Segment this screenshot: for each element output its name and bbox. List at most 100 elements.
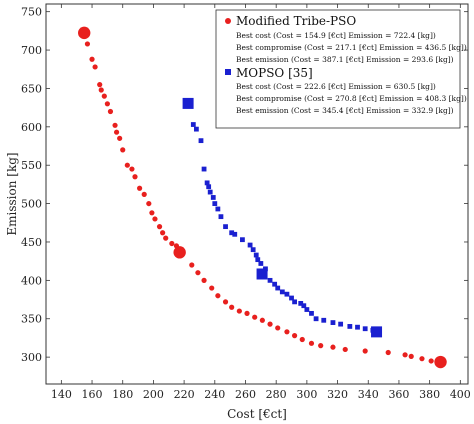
mopso-point [267,277,273,283]
tribe-pso-point [330,344,336,350]
tribe-pso-point [222,299,229,305]
y-tick-label: 500 [21,198,42,211]
y-tick-label: 550 [21,159,42,172]
x-tick-label: 180 [112,388,133,401]
tribe-pso-point [259,317,265,323]
tribe-pso-point [308,340,315,346]
axis-ticks: 140 160 180 200 220 240 260 280 300 320 340 360 380 4… [21,4,471,401]
tribe-pso-point [244,310,250,316]
mopso-point [229,230,235,236]
x-tick-label: 160 [82,388,103,401]
legend-mopso-best-emission: Best emission (Cost = 345.4 [€ct] Emissi… [236,106,454,115]
mopso-point [362,326,368,332]
mopso-point [247,242,253,248]
tribe-pso-point [408,353,414,359]
tribe-pso-point [146,200,152,207]
tribe-pso-point [291,333,298,339]
y-tick-label: 350 [21,313,42,326]
mopso-point [212,201,218,206]
mopso-point [215,206,221,212]
mopso-point [289,295,294,301]
mopso-point [253,252,259,258]
tribe-pso-point [163,235,169,241]
mopso-best-compromise-point [256,268,268,280]
tribe-pso-point [89,56,95,62]
tribe-pso-point [149,210,155,216]
y-tick-label: 450 [21,236,42,249]
y-tick-label: 400 [21,274,42,287]
y-tick-label: 300 [21,351,42,364]
tribe-pso-point [267,321,273,327]
tribe-pso-point [402,352,408,358]
legend-entry-mopso: MOPSO [35] [236,66,313,80]
legend-entry-tribe-pso: Modified Tribe-PSO [236,14,356,28]
mopso-point [298,300,304,306]
x-tick-label: 360 [388,388,409,401]
tribe-pso-point [113,129,120,135]
tribe-pso-point [152,216,158,222]
mopso-point [218,214,224,220]
tribe-pso-point [160,230,166,236]
tribe-pso-point [252,314,258,320]
tribe-pso-point [236,308,242,314]
tribe-pso-point [141,191,147,197]
x-tick-label: 340 [358,388,379,401]
data-marks [78,26,447,369]
x-tick-label: 260 [235,388,256,401]
y-tick-label: 700 [21,44,42,57]
mopso-point [279,289,285,295]
tribe-pso-point [107,108,114,115]
tribe-pso-point [342,346,348,353]
x-tick-label: 400 [450,388,471,401]
tribe-pso-point [428,358,434,364]
legend-marker-mopso [225,69,231,75]
tribe-pso-point [189,262,195,268]
mopso-point [313,316,319,322]
legend: Modified Tribe-PSO Best cost (Cost = 154… [215,9,467,129]
tribe-pso-point [117,135,123,141]
mopso-point [304,307,310,312]
tribe-pso-point [385,349,391,356]
legend-marker-tribe-pso [225,18,231,24]
plot-frame [45,3,469,385]
tribe-pso-best-emission-point [434,355,447,369]
tribe-pso-point [229,304,235,310]
mopso-point [338,321,344,327]
mopso-point [258,261,264,266]
legend-mopso-best-compromise: Best compromise (Cost = 270.8 [€ct] Emis… [236,94,467,103]
legend-tribe-best-emission: Best emission (Cost = 387.1 [€ct] Emissi… [236,55,454,64]
mopso-point [201,166,207,172]
x-tick-label: 280 [266,388,287,401]
y-tick-label: 600 [21,121,42,134]
mopso-point [272,281,278,287]
tribe-pso-best-cost-point [78,26,91,40]
x-tick-label: 300 [296,388,317,401]
mopso-point [206,184,212,190]
x-tick-label: 320 [327,388,348,401]
mopso-point [292,299,297,305]
x-tick-label: 200 [143,388,164,401]
mopso-best-emission-point [371,326,383,338]
tribe-pso-point [318,343,324,349]
legend-box [215,9,461,129]
y-tick-label: 750 [21,6,42,19]
mopso-point [190,122,196,127]
tribe-pso-point [129,166,135,172]
x-tick-label: 140 [51,388,72,401]
mopso-point [330,320,336,325]
legend-tribe-best-cost: Best cost (Cost = 154.9 [€ct] Emission =… [236,31,436,40]
mopso-point [193,126,199,132]
legend-tribe-best-compromise: Best compromise (Cost = 217.1 [€ct] Emis… [236,43,467,52]
tribe-pso-point [137,185,143,191]
tribe-pso-best-compromise-point [173,246,186,259]
mopso-point [232,231,238,237]
legend-mopso-best-cost: Best cost (Cost = 222.6 [€ct] Emission =… [236,82,436,91]
mopso-point [207,189,213,195]
tribe-pso-point [84,41,91,47]
mopso-point [284,291,290,297]
mopso-point [198,138,204,144]
tribe-pso-point [169,240,175,247]
tribe-pso-point [284,329,290,335]
tribe-pso-point [156,224,163,230]
